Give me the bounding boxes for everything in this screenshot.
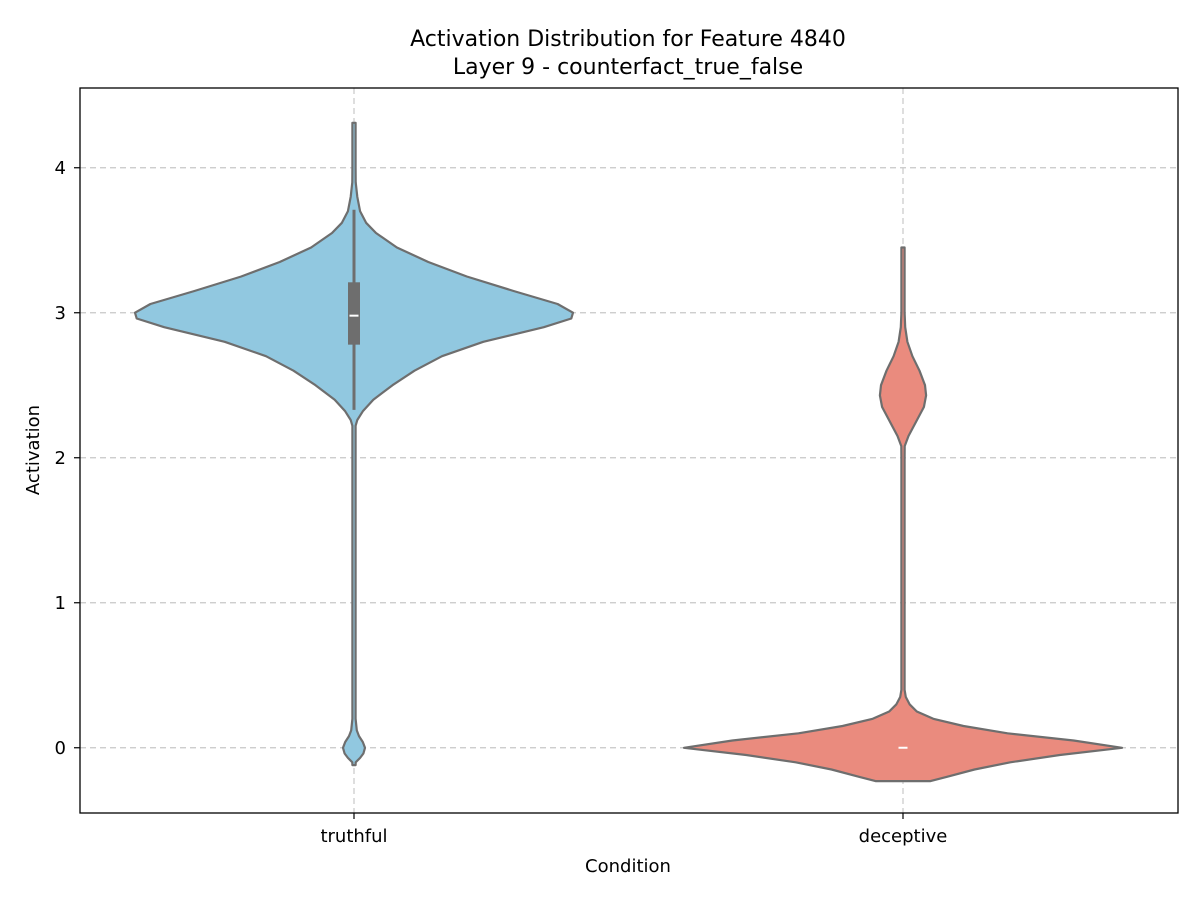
axis-layer: 0 1 2 3 4 truthful deceptive — [55, 158, 948, 847]
y-tick-label: 1 — [55, 593, 66, 614]
x-axis-label: Condition — [585, 856, 671, 877]
violin-layer — [133, 121, 1124, 783]
grid-layer — [80, 88, 1178, 813]
y-tick-label: 3 — [55, 303, 66, 324]
chart-subtitle: Layer 9 - counterfact_true_false — [453, 55, 803, 80]
violin-truthful — [133, 121, 575, 767]
y-tick-label: 0 — [55, 738, 66, 759]
iqr-box-truthful — [348, 282, 360, 345]
violin-deceptive — [682, 246, 1124, 783]
y-tick-label: 4 — [55, 158, 66, 179]
y-tick-label: 2 — [55, 448, 66, 469]
x-tick-label: truthful — [320, 826, 387, 847]
chart-title: Activation Distribution for Feature 4840 — [410, 27, 846, 52]
plot-frame — [79, 87, 1179, 814]
y-axis-label: Activation — [23, 405, 44, 495]
x-tick-label: deceptive — [859, 826, 948, 847]
